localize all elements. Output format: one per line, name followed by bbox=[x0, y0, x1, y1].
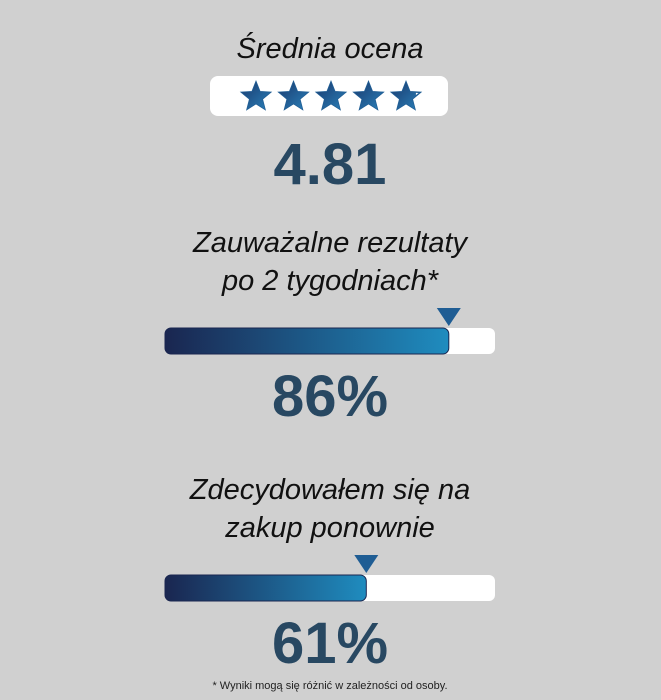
star bbox=[279, 82, 308, 110]
metric-value: 61% bbox=[272, 611, 388, 676]
metric-title: Zauważalne rezultaty bbox=[192, 227, 469, 259]
bar-marker bbox=[436, 308, 461, 326]
rating-value: 4.81 bbox=[274, 132, 387, 197]
stars bbox=[239, 79, 423, 111]
star bbox=[241, 82, 271, 110]
bar-fill bbox=[164, 327, 450, 355]
star bbox=[354, 82, 383, 110]
footnote: * Wyniki mogą się różnić w zależności od… bbox=[212, 680, 447, 692]
metric-title: Zdecydowałem się na bbox=[189, 474, 470, 506]
rating-title: Średnia ocena bbox=[236, 31, 423, 65]
bar-fill bbox=[164, 574, 367, 602]
metric-title: zakup ponownie bbox=[224, 512, 435, 544]
metric-title: po 2 tygodniach* bbox=[221, 265, 440, 297]
metric-value: 86% bbox=[272, 364, 388, 429]
bar-marker bbox=[354, 555, 379, 573]
star bbox=[316, 82, 346, 110]
star bbox=[391, 82, 416, 110]
metrics: Zauważalne rezultaty po 2 tygodniach* 86% Z… bbox=[164, 227, 495, 676]
